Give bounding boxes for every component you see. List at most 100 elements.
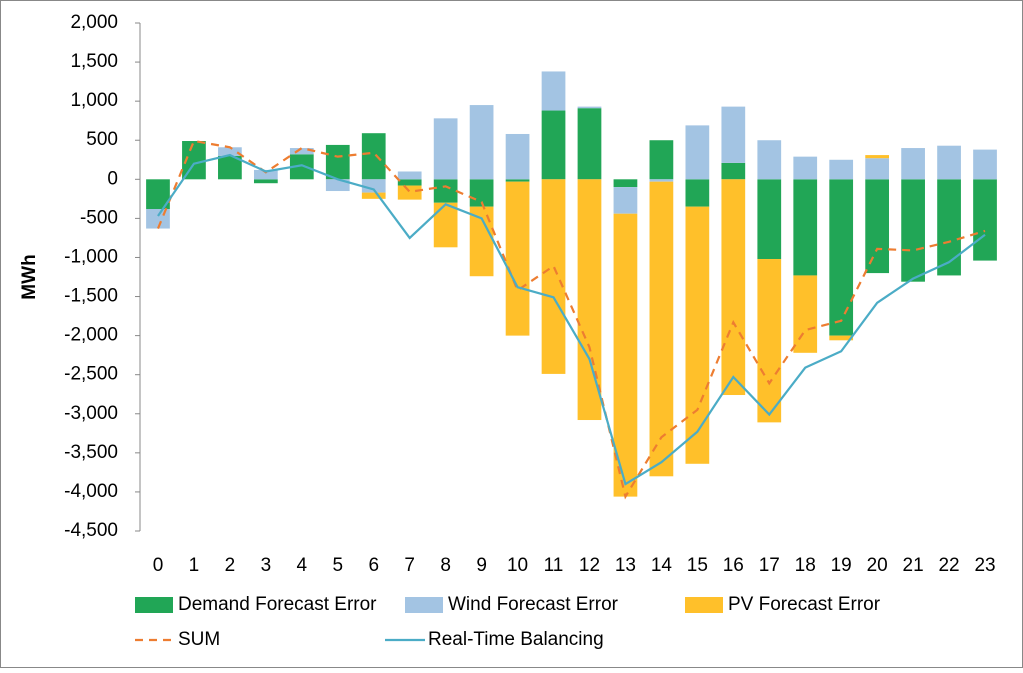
bar — [433, 118, 458, 180]
legend-swatch — [405, 597, 443, 613]
bar — [433, 202, 458, 248]
x-tick-label: 15 — [687, 555, 708, 576]
bar — [829, 159, 854, 180]
bar — [433, 179, 458, 203]
y-tick-label: 2,000 — [70, 12, 118, 33]
bar — [613, 187, 638, 214]
bar — [182, 141, 206, 180]
bar — [685, 206, 710, 464]
bar — [253, 179, 278, 184]
x-tick-label: 13 — [615, 555, 636, 576]
x-tick-label: 17 — [759, 555, 780, 576]
bar — [901, 148, 925, 180]
bar — [901, 179, 925, 282]
bar — [577, 108, 602, 180]
bar — [289, 148, 314, 155]
y-tick-label: -4,500 — [64, 520, 118, 541]
bar — [613, 213, 638, 497]
y-tick-label: 1,000 — [70, 90, 118, 111]
bar — [757, 140, 782, 180]
x-tick-label: 20 — [867, 555, 888, 576]
bar — [541, 179, 566, 374]
bar — [649, 140, 674, 180]
bar — [505, 133, 530, 180]
bar — [397, 171, 422, 180]
x-tick-label: 9 — [476, 555, 487, 576]
bar — [757, 259, 782, 423]
x-tick-label: 22 — [938, 555, 959, 576]
x-tick-label: 7 — [404, 555, 415, 576]
y-tick-label: -4,000 — [64, 481, 118, 502]
bar — [146, 209, 170, 229]
bar — [865, 155, 890, 159]
bar — [793, 156, 818, 180]
bar — [253, 169, 278, 180]
bar — [829, 335, 854, 341]
bar — [757, 179, 782, 260]
bar — [973, 149, 997, 180]
y-tick-label: -1,000 — [64, 246, 118, 267]
y-tick-label: -1,500 — [64, 286, 118, 307]
bar — [361, 179, 386, 193]
x-tick-label: 14 — [651, 555, 673, 576]
x-tick-label: 10 — [507, 555, 528, 576]
bar — [721, 162, 746, 180]
bar — [793, 179, 818, 276]
bar — [505, 181, 530, 336]
bar — [721, 106, 746, 163]
legend-label: Wind Forecast Error — [448, 594, 619, 615]
legend-label: Real-Time Balancing — [428, 629, 604, 650]
bar — [829, 179, 854, 336]
bar — [577, 106, 602, 109]
bar — [721, 179, 746, 396]
bar — [469, 105, 494, 180]
legend-label: PV Forecast Error — [728, 594, 881, 615]
x-tick-label: 5 — [332, 555, 343, 576]
bar — [541, 110, 566, 180]
bar — [325, 179, 350, 192]
y-tick-label: 0 — [107, 168, 118, 189]
legend-swatch — [135, 597, 173, 613]
x-tick-label: 4 — [297, 555, 308, 576]
bar — [973, 179, 997, 261]
legend-swatch — [685, 597, 723, 613]
bar — [865, 158, 890, 180]
bar — [865, 179, 890, 274]
bar — [325, 144, 350, 180]
bar — [541, 71, 566, 111]
bar — [685, 179, 710, 207]
bar — [146, 179, 170, 210]
bar — [469, 206, 494, 277]
bar — [397, 179, 422, 186]
bar — [649, 179, 674, 182]
line-series — [156, 139, 986, 500]
bar — [505, 179, 530, 182]
bar — [361, 192, 386, 199]
x-tick-label: 0 — [153, 555, 164, 576]
bar — [793, 275, 818, 353]
y-tick-label: -3,000 — [64, 403, 118, 424]
x-tick-label: 18 — [795, 555, 816, 576]
bar — [289, 154, 314, 180]
x-tick-label: 16 — [723, 555, 744, 576]
x-tick-label: 12 — [579, 555, 600, 576]
y-tick-label: -2,000 — [64, 325, 118, 346]
bar — [937, 145, 961, 180]
x-tick-label: 1 — [189, 555, 200, 576]
y-axis-label: MWh — [19, 254, 40, 299]
x-tick-label: 23 — [974, 555, 995, 576]
bar — [613, 179, 638, 188]
x-tick-label: 8 — [440, 555, 451, 576]
x-tick-label: 3 — [261, 555, 272, 576]
y-tick-label: -2,500 — [64, 364, 118, 385]
line-series — [157, 153, 986, 486]
y-tick-label: -500 — [80, 207, 118, 228]
y-tick-label: 500 — [86, 129, 118, 150]
bar — [685, 125, 710, 180]
x-tick-label: 2 — [225, 555, 236, 576]
legend-label: SUM — [178, 629, 220, 650]
bar — [649, 181, 674, 477]
bar — [218, 147, 242, 156]
bar — [361, 133, 386, 180]
